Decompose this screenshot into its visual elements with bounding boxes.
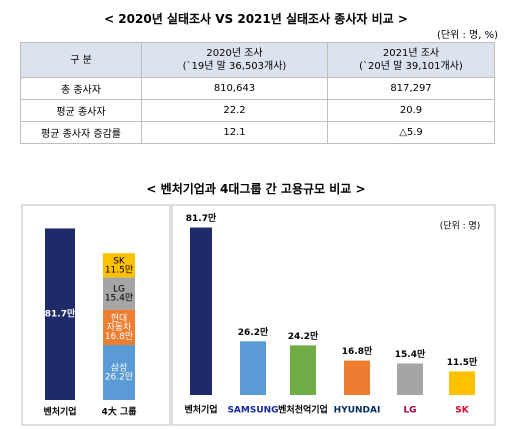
panel bbox=[171, 204, 496, 426]
value-label: 81.7만 bbox=[45, 308, 76, 320]
bar bbox=[190, 227, 212, 395]
value-label: 15.4만 bbox=[395, 348, 426, 360]
panel bbox=[21, 204, 171, 426]
bar-segment bbox=[103, 344, 135, 400]
title: < 2020년 실태조사 VS 2021년 실태조사 종사자 비교 > bbox=[104, 12, 408, 26]
segment-label: 26.2만 bbox=[105, 371, 133, 382]
header-cell: 구 분 bbox=[20, 42, 142, 78]
category-label: LG bbox=[403, 406, 416, 416]
cell: 평균 종사자 증감률 bbox=[20, 121, 142, 144]
segment-label: 15.4만 bbox=[105, 293, 133, 304]
bar-segment bbox=[103, 309, 135, 345]
value-label: 16.8만 bbox=[342, 345, 373, 357]
table: 구 분 2020년 조사 (`19년 말 36,503개사) 2021년 조사 (`… bbox=[20, 42, 495, 144]
category-label: HYUNDAI bbox=[334, 406, 381, 416]
segment-name: 현대 bbox=[111, 313, 128, 324]
value-label: 26.2만 bbox=[238, 326, 269, 338]
cell: 810,643 bbox=[141, 77, 328, 100]
unit: (단위 : 명) bbox=[440, 221, 481, 232]
cell: 22.2 bbox=[141, 99, 328, 122]
segment-name: 삼성 bbox=[111, 362, 128, 373]
bar bbox=[344, 360, 370, 395]
bar bbox=[449, 371, 475, 395]
segment-name: LG bbox=[113, 285, 125, 295]
bar bbox=[240, 341, 266, 395]
segment-label: 11.5만 bbox=[105, 264, 133, 275]
category-label: SK bbox=[455, 406, 469, 416]
unit: (단위 : 명, %) bbox=[437, 30, 498, 41]
value-label: 11.5만 bbox=[447, 356, 478, 368]
title: < 벤처기업과 4대그룹 간 고용규모 비교 > bbox=[146, 182, 366, 196]
category-label: SAMSUNG bbox=[227, 406, 278, 416]
bar bbox=[290, 345, 316, 395]
cell: △5.9 bbox=[327, 121, 495, 144]
bar-segment bbox=[103, 277, 135, 310]
header-cell: 2020년 조사 (`19년 말 36,503개사) bbox=[141, 42, 328, 78]
segment-name: SK bbox=[113, 256, 126, 266]
header-cell: 2021년 조사 (`20년 말 39,101개사) bbox=[327, 42, 495, 78]
bar-segment bbox=[103, 253, 135, 278]
cell: 817,297 bbox=[327, 77, 495, 100]
segment-name: 자동차 bbox=[107, 321, 133, 333]
category-label: 벤처천억기업 bbox=[278, 404, 328, 416]
category-label: 4大 그룹 bbox=[102, 406, 137, 418]
cell: 평균 종사자 bbox=[20, 99, 142, 122]
value-label: 24.2만 bbox=[288, 330, 319, 342]
value-label: 81.7만 bbox=[186, 212, 217, 224]
category-label: 벤처기업 bbox=[184, 404, 217, 416]
bar bbox=[45, 228, 75, 400]
bar bbox=[397, 363, 423, 395]
cell: 12.1 bbox=[141, 121, 328, 144]
category-label: 벤처기업 bbox=[43, 406, 76, 418]
segment-label: 16.8만 bbox=[105, 331, 133, 342]
charts: 81.7만삼성26.2만현대자동차16.8만LG15.4만SK11.5만벤처기업… bbox=[21, 204, 496, 426]
cell: 20.9 bbox=[327, 99, 495, 122]
cell: 총 종사자 bbox=[20, 77, 142, 100]
